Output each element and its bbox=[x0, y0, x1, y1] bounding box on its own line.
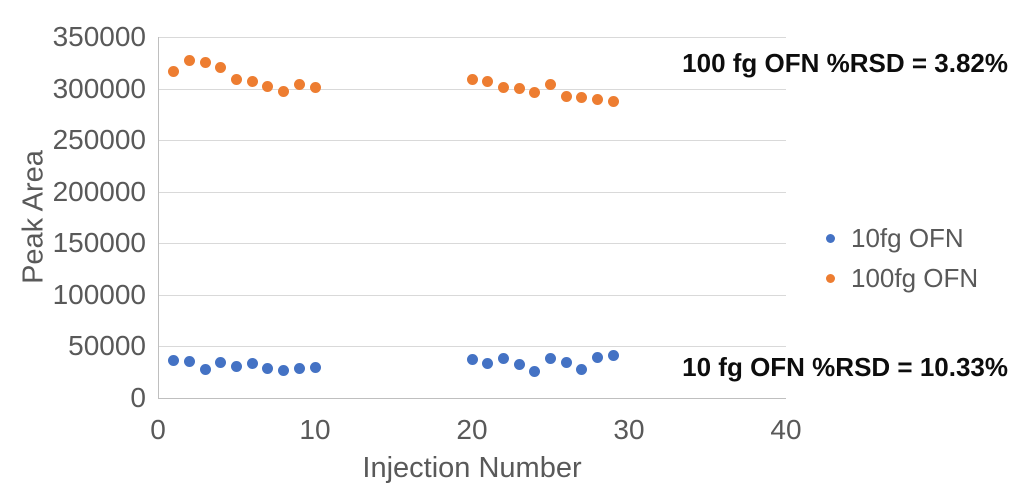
gridline bbox=[158, 346, 786, 348]
y-axis-title: Peak Area bbox=[17, 150, 50, 284]
gridline bbox=[158, 243, 786, 245]
data-point-100fg-ofn bbox=[560, 91, 572, 103]
data-point-10fg-ofn bbox=[199, 363, 211, 375]
data-point-100fg-ofn bbox=[466, 73, 478, 85]
data-point-100fg-ofn bbox=[231, 73, 242, 85]
x-axis-title: Injection Number bbox=[362, 452, 582, 484]
x-tick-label: 40 bbox=[770, 414, 802, 445]
x-tick-label: 0 bbox=[150, 414, 166, 445]
data-point-10fg-ofn bbox=[231, 360, 242, 372]
x-axis-line bbox=[158, 398, 786, 399]
legend-label-100fg: 100fg OFN bbox=[851, 262, 979, 293]
y-axis-line bbox=[158, 37, 159, 398]
legend: 10fg OFN 100fg OFN bbox=[826, 218, 978, 298]
data-point-10fg-ofn bbox=[513, 359, 525, 371]
data-point-100fg-ofn bbox=[513, 83, 525, 95]
data-point-100fg-ofn bbox=[199, 57, 211, 69]
data-point-10fg-ofn bbox=[560, 357, 572, 369]
data-point-100fg-ofn bbox=[545, 78, 556, 90]
data-point-10fg-ofn bbox=[466, 354, 478, 366]
gridline bbox=[158, 88, 786, 90]
rsd-annotation-100fg: 100 fg OFN %RSD = 3.82% bbox=[682, 48, 1008, 78]
legend-label-10fg: 10fg OFN bbox=[851, 222, 964, 253]
data-point-100fg-ofn bbox=[262, 81, 274, 92]
x-tick-label: 10 bbox=[299, 414, 331, 445]
y-tick-label: 100000 bbox=[52, 278, 146, 310]
data-point-10fg-ofn bbox=[293, 362, 305, 374]
data-point-10fg-ofn bbox=[278, 364, 290, 376]
data-point-100fg-ofn bbox=[168, 65, 180, 77]
data-point-10fg-ofn bbox=[529, 365, 541, 377]
rsd-annotation-10fg: 10 fg OFN %RSD = 10.33% bbox=[682, 352, 1008, 382]
y-tick-label: 350000 bbox=[52, 21, 146, 52]
y-tick-label: 200000 bbox=[52, 175, 146, 207]
data-point-100fg-ofn bbox=[482, 75, 494, 87]
legend-item-100fg: 100fg OFN bbox=[826, 258, 978, 298]
data-point-100fg-ofn bbox=[183, 55, 195, 67]
data-point-100fg-ofn bbox=[278, 86, 290, 98]
y-tick-label: 50000 bbox=[68, 330, 146, 362]
data-point-100fg-ofn bbox=[592, 94, 604, 106]
legend-marker-10fg bbox=[826, 233, 835, 243]
data-point-100fg-ofn bbox=[607, 96, 619, 108]
data-point-10fg-ofn bbox=[246, 358, 258, 370]
y-tick-label: 150000 bbox=[52, 227, 146, 259]
gridline bbox=[158, 191, 786, 193]
data-point-100fg-ofn bbox=[309, 82, 321, 94]
data-point-100fg-ofn bbox=[215, 62, 227, 74]
gridline bbox=[158, 294, 786, 296]
y-tick-label: 250000 bbox=[52, 124, 146, 156]
gridline bbox=[158, 140, 786, 142]
gridline bbox=[158, 37, 786, 38]
x-tick-label: 20 bbox=[456, 414, 488, 445]
legend-marker-100fg bbox=[826, 273, 835, 283]
data-point-10fg-ofn bbox=[592, 352, 604, 364]
data-point-10fg-ofn bbox=[168, 355, 180, 367]
y-tick-label: 0 bbox=[130, 382, 146, 413]
data-point-10fg-ofn bbox=[183, 356, 195, 368]
legend-item-10fg: 10fg OFN bbox=[826, 218, 978, 258]
data-point-10fg-ofn bbox=[545, 353, 556, 365]
data-point-100fg-ofn bbox=[246, 75, 258, 87]
plot-area bbox=[158, 37, 786, 399]
x-tick-label: 30 bbox=[613, 414, 645, 445]
data-point-100fg-ofn bbox=[529, 87, 541, 99]
data-point-10fg-ofn bbox=[607, 350, 619, 362]
data-point-10fg-ofn bbox=[497, 353, 509, 365]
data-point-100fg-ofn bbox=[576, 92, 588, 104]
data-point-10fg-ofn bbox=[309, 361, 321, 373]
data-point-10fg-ofn bbox=[482, 358, 494, 370]
data-point-100fg-ofn bbox=[293, 78, 305, 90]
data-point-10fg-ofn bbox=[215, 357, 227, 369]
data-point-100fg-ofn bbox=[497, 82, 509, 94]
y-tick-label: 300000 bbox=[52, 72, 146, 104]
data-point-10fg-ofn bbox=[262, 362, 274, 374]
data-point-10fg-ofn bbox=[576, 363, 588, 375]
